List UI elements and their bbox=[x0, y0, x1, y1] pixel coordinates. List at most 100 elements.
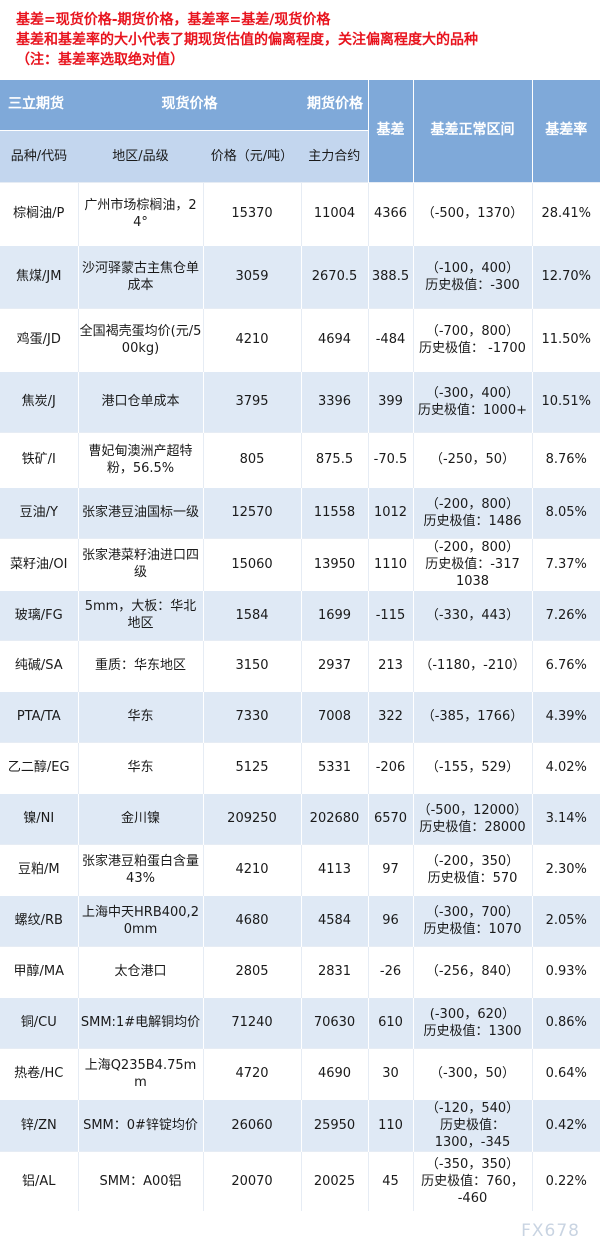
basis-cell: 322 bbox=[367, 690, 413, 742]
spot-price-cell: 26060 bbox=[202, 1098, 301, 1151]
normal-range-cell: （-500，1370） bbox=[412, 181, 532, 245]
table-row: 豆粕/M 张家港豆粕蛋白含量43% 4210 4113 97 （-200，350） 历史极… bbox=[0, 843, 600, 895]
futures-price-header: 期货价格 bbox=[301, 80, 368, 130]
region-grade-cell: 华东 bbox=[77, 741, 203, 793]
basis-rate-cell: 7.37% bbox=[531, 537, 600, 590]
table-row: 铜/CU SMM:1#电解铜均价 71240 70630 610 (-300，620） 历… bbox=[0, 996, 600, 1048]
normal-range-header: 基差正常区间 bbox=[412, 80, 532, 182]
spot-price-cell: 4720 bbox=[202, 1047, 301, 1099]
table-row: 纯碱/SA 重质：华东地区 3150 2937 213 （-1180，-210） 6.76% bbox=[0, 639, 600, 691]
region-grade-cell: 太仓港口 bbox=[77, 945, 203, 997]
basis-cell: 399 bbox=[367, 370, 413, 432]
product-code-cell: 玻璃/FG bbox=[0, 589, 78, 640]
normal-range-cell: （-700，800） 历史极值： -1700 bbox=[412, 307, 532, 371]
normal-range-cell: （-200，800） 历史极值：-317 1038 bbox=[412, 537, 532, 590]
basis-rate-cell: 12.70% bbox=[531, 244, 600, 308]
normal-range-cell: （-500，12000） 历史极值：28000 bbox=[412, 792, 532, 844]
normal-range-cell: （-385，1766） bbox=[412, 690, 532, 742]
normal-range-cell: （-300，50） bbox=[412, 1047, 532, 1099]
spot-price-cell: 4210 bbox=[202, 843, 301, 895]
basis-cell: 45 bbox=[367, 1150, 413, 1211]
futures-price-cell: 25950 bbox=[300, 1098, 368, 1151]
table-row: PTA/TA 华东 7330 7008 322 （-385，1766） 4.39% bbox=[0, 690, 600, 742]
futures-price-cell: 7008 bbox=[300, 690, 368, 742]
product-code-cell: 铜/CU bbox=[0, 996, 78, 1048]
basis-rate-cell: 7.26% bbox=[531, 589, 600, 640]
futures-price-cell: 2831 bbox=[300, 945, 368, 997]
spot-price-cell: 3059 bbox=[202, 244, 301, 308]
futures-price-cell: 4584 bbox=[300, 894, 368, 946]
product-code-cell: 螺纹/RB bbox=[0, 894, 78, 946]
region-grade-cell: 金川镍 bbox=[77, 792, 203, 844]
normal-range-cell: （-300，700） 历史极值：1070 bbox=[412, 894, 532, 946]
normal-range-cell: （-300，400） 历史极值：1000+ bbox=[412, 370, 532, 432]
basis-rate-cell: 10.51% bbox=[531, 370, 600, 432]
basis-cell: -206 bbox=[367, 741, 413, 793]
main-contract-header: 主力合约 bbox=[301, 129, 368, 182]
normal-range-cell: （-330，443） bbox=[412, 589, 532, 640]
table-row: 鸡蛋/JD 全国褐壳蛋均价(元/500kg) 4210 4694 -484 （-700，8… bbox=[0, 307, 600, 371]
region-grade-cell: 张家港豆粕蛋白含量43% bbox=[77, 843, 203, 895]
basis-cell: 1110 bbox=[367, 537, 413, 590]
spot-price-cell: 7330 bbox=[202, 690, 301, 742]
basis-cell: 388.5 bbox=[367, 244, 413, 308]
product-code-cell: 热卷/HC bbox=[0, 1047, 78, 1099]
spot-price-cell: 12570 bbox=[202, 486, 301, 538]
basis-header: 基差 bbox=[367, 80, 413, 182]
basis-cell: 96 bbox=[367, 894, 413, 946]
normal-range-cell: （-200，350） 历史极值：570 bbox=[412, 843, 532, 895]
basis-cell: 110 bbox=[367, 1098, 413, 1151]
futures-price-cell: 875.5 bbox=[300, 431, 368, 487]
note-line-1: 基差=现货价格-期货价格，基差率=基差/现货价格 bbox=[16, 12, 331, 28]
basis-rate-cell: 0.64% bbox=[531, 1047, 600, 1099]
basis-rate-cell: 11.50% bbox=[531, 307, 600, 371]
basis-rate-cell: 3.14% bbox=[531, 792, 600, 844]
note-line-3: （注：基差率选取绝对值） bbox=[16, 52, 184, 68]
basis-cell: -70.5 bbox=[367, 431, 413, 487]
table-row: 豆油/Y 张家港豆油国标一级 12570 11558 1012 （-200，800） 历史… bbox=[0, 486, 600, 538]
futures-price-cell: 3396 bbox=[300, 370, 368, 432]
futures-price-cell: 11004 bbox=[300, 181, 368, 245]
basis-cell: -115 bbox=[367, 589, 413, 640]
basis-rate-cell: 0.86% bbox=[531, 996, 600, 1048]
basis-rate-cell: 4.02% bbox=[531, 741, 600, 793]
spot-price-cell: 805 bbox=[202, 431, 301, 487]
product-code-cell: 焦炭/J bbox=[0, 370, 78, 432]
normal-range-cell: （-250，50） bbox=[412, 431, 532, 487]
spot-price-cell: 2805 bbox=[202, 945, 301, 997]
table-row: 镍/NI 金川镍 209250 202680 6570 （-500，12000） 历史极值… bbox=[0, 792, 600, 844]
notes-block: 基差=现货价格-期货价格，基差率=基差/现货价格 基差和基差率的大小代表了期现货… bbox=[0, 0, 600, 80]
futures-price-cell: 4690 bbox=[300, 1047, 368, 1099]
region-grade-cell: 张家港菜籽油进口四级 bbox=[77, 537, 203, 590]
futures-price-cell: 13950 bbox=[300, 537, 368, 590]
spot-price-cell: 15370 bbox=[202, 181, 301, 245]
product-code-cell: 豆粕/M bbox=[0, 843, 78, 895]
product-code-cell: 棕榈油/P bbox=[0, 181, 78, 245]
region-grade-cell: 全国褐壳蛋均价(元/500kg) bbox=[77, 307, 203, 371]
table-row: 乙二醇/EG 华东 5125 5331 -206 （-155，529） 4.02% bbox=[0, 741, 600, 793]
basis-cell: 97 bbox=[367, 843, 413, 895]
normal-range-cell: （-256，840） bbox=[412, 945, 532, 997]
spot-price-cell: 4680 bbox=[202, 894, 301, 946]
basis-rate-cell: 8.76% bbox=[531, 431, 600, 487]
futures-price-cell: 20025 bbox=[300, 1150, 368, 1211]
basis-cell: -484 bbox=[367, 307, 413, 371]
table-row: 螺纹/RB 上海中天HRB400,20mm 4680 4584 96 （-300，700）… bbox=[0, 894, 600, 946]
basis-cell: 4366 bbox=[367, 181, 413, 245]
normal-range-cell: （-155，529） bbox=[412, 741, 532, 793]
table-row: 焦煤/JM 沙河驿蒙古主焦仓单成本 3059 2670.5 388.5 （-100，400… bbox=[0, 244, 600, 308]
futures-price-cell: 11558 bbox=[300, 486, 368, 538]
region-grade-cell: 华东 bbox=[77, 690, 203, 742]
region-grade-cell: 曹妃甸澳洲产超特粉，56.5% bbox=[77, 431, 203, 487]
region-grade-cell: 广州市场棕榈油，24° bbox=[77, 181, 203, 245]
product-code-cell: 锌/ZN bbox=[0, 1098, 78, 1151]
watermark-logo: FX678 bbox=[521, 1221, 580, 1241]
basis-rate-cell: 28.41% bbox=[531, 181, 600, 245]
region-grade-cell: 沙河驿蒙古主焦仓单成本 bbox=[77, 244, 203, 308]
basis-rate-cell: 6.76% bbox=[531, 639, 600, 691]
basis-rate-cell: 0.93% bbox=[531, 945, 600, 997]
brand-label: 三立期货 bbox=[0, 80, 78, 130]
normal-range-cell: （-200，800） 历史极值：1486 bbox=[412, 486, 532, 538]
product-code-cell: 铁矿/I bbox=[0, 431, 78, 487]
basis-rate-cell: 0.42% bbox=[531, 1098, 600, 1151]
